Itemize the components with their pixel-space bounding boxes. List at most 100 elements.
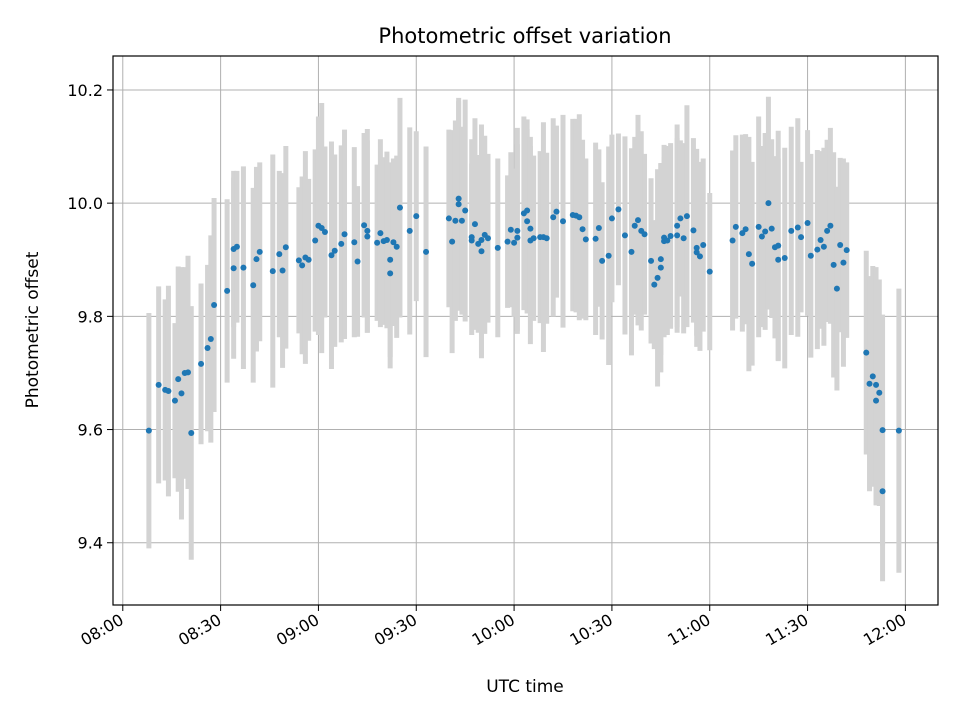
data-point <box>361 222 368 229</box>
data-point <box>814 246 821 253</box>
data-point <box>833 285 840 292</box>
data-point <box>648 257 655 264</box>
data-point <box>775 242 782 249</box>
y-axis-title: Photometric offset <box>23 251 43 408</box>
data-point <box>455 201 462 208</box>
data-point <box>478 248 485 255</box>
data-point <box>393 243 400 250</box>
data-point <box>452 217 459 224</box>
data-point <box>188 429 195 436</box>
data-point <box>514 227 521 234</box>
data-point <box>840 259 847 266</box>
data-point <box>628 248 635 255</box>
data-point <box>527 225 534 232</box>
data-point <box>866 380 873 387</box>
data-point <box>305 256 312 263</box>
data-point <box>621 232 628 239</box>
data-point <box>876 389 883 396</box>
data-point <box>331 247 338 254</box>
data-point <box>390 239 397 246</box>
data-point <box>683 213 690 220</box>
data-point <box>171 397 178 404</box>
data-point <box>739 230 746 237</box>
data-point <box>843 247 850 254</box>
data-point <box>608 215 615 222</box>
y-axis-ticks: 9.4 9.6 9.8 10.0 10.2 <box>67 81 113 553</box>
data-point <box>250 282 257 289</box>
data-point <box>680 235 687 242</box>
data-point <box>550 214 557 221</box>
data-point <box>406 227 413 234</box>
data-point <box>690 227 697 234</box>
data-point <box>674 232 681 239</box>
data-point <box>295 257 302 264</box>
data-point <box>494 244 501 251</box>
data-point <box>204 345 211 352</box>
data-point <box>755 223 762 230</box>
data-point <box>165 388 172 395</box>
data-point <box>233 243 240 250</box>
data-point <box>341 231 348 238</box>
data-point <box>364 233 371 240</box>
y-tick-label: 9.6 <box>78 421 103 440</box>
data-point <box>895 427 902 434</box>
data-point <box>837 242 844 249</box>
data-point <box>706 268 713 275</box>
data-point <box>269 268 276 275</box>
data-point <box>869 373 876 380</box>
data-point <box>387 256 394 263</box>
data-point <box>312 237 319 244</box>
data-point <box>824 227 831 234</box>
data-point <box>700 242 707 249</box>
data-point <box>374 239 381 246</box>
data-point <box>321 229 328 236</box>
data-point <box>579 226 586 233</box>
data-point <box>383 236 390 243</box>
data-point <box>387 270 394 277</box>
data-point <box>768 225 775 232</box>
data-point <box>879 488 886 495</box>
data-points <box>145 195 902 495</box>
data-point <box>693 249 700 256</box>
data-point <box>276 251 283 258</box>
data-point <box>471 221 478 228</box>
data-point <box>674 222 681 229</box>
data-point <box>364 227 371 234</box>
y-tick-label: 10.2 <box>67 81 103 100</box>
plot-frame <box>112 55 939 606</box>
data-point <box>224 287 231 294</box>
data-point <box>543 235 550 242</box>
data-point <box>635 217 641 224</box>
data-point <box>299 262 306 269</box>
data-point <box>657 264 664 271</box>
data-point <box>185 369 191 376</box>
data-point <box>798 234 805 241</box>
data-point <box>605 252 612 259</box>
data-point <box>338 240 345 247</box>
data-point <box>677 215 684 222</box>
data-point <box>211 302 218 309</box>
data-point <box>641 231 648 238</box>
data-point <box>207 335 214 342</box>
data-point <box>820 243 827 250</box>
data-point <box>592 235 599 242</box>
data-point <box>507 226 514 233</box>
data-point <box>351 239 358 246</box>
data-point <box>175 376 182 383</box>
data-point <box>155 381 162 388</box>
data-point <box>807 252 814 259</box>
y-tick-label: 9.8 <box>78 307 103 326</box>
data-point <box>230 265 237 272</box>
data-point <box>804 219 811 226</box>
data-point <box>879 427 886 434</box>
data-point <box>667 232 674 239</box>
data-point <box>256 248 263 255</box>
data-point <box>478 236 485 243</box>
data-point <box>765 200 772 207</box>
data-point <box>413 213 420 220</box>
data-point <box>475 240 482 247</box>
data-point <box>873 397 880 404</box>
data-point <box>651 281 658 288</box>
